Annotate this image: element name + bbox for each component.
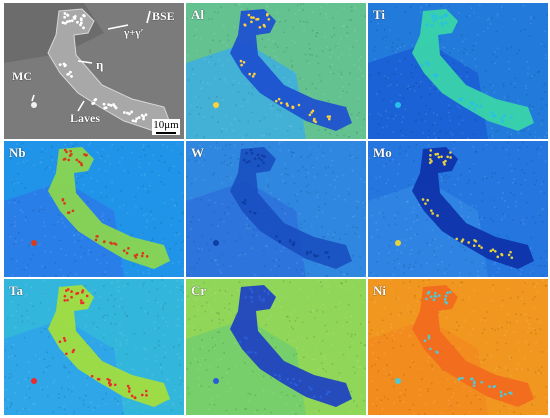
scale-bar: 10μm	[152, 119, 180, 135]
ta-element-label: Ta	[9, 283, 23, 298]
gamma-label: γ+γ′	[124, 27, 144, 39]
ta-map-image	[4, 279, 184, 415]
eta-label: η	[96, 57, 104, 72]
scale-bar-label: 10μm	[153, 119, 179, 131]
ni-map-panel: Ni	[368, 279, 548, 415]
ti-map-image	[368, 3, 548, 139]
scale-bar-line	[156, 132, 176, 134]
cr-map-image	[186, 279, 366, 415]
nb-element-label: Nb	[9, 145, 26, 160]
mo-element-label: Mo	[373, 145, 392, 160]
cr-element-label: Cr	[191, 283, 207, 298]
ti-element-label: Ti	[373, 7, 386, 22]
bse-map-image	[4, 3, 184, 139]
bse-label: BSE	[152, 9, 175, 23]
cr-map-panel: Cr	[186, 279, 366, 415]
w-map-image	[186, 141, 366, 277]
w-element-label: W	[191, 145, 204, 160]
nb-map-panel: Nb	[4, 141, 184, 277]
ti-map-panel: Ti	[368, 3, 548, 139]
al-map-image	[186, 3, 366, 139]
mo-map-panel: Mo	[368, 141, 548, 277]
ni-map-image	[368, 279, 548, 415]
ni-element-label: Ni	[373, 283, 386, 298]
bse-image-panel: BSE γ+γ′ η MC Laves 10μm	[4, 3, 184, 139]
nb-map-image	[4, 141, 184, 277]
mc-label: MC	[12, 69, 32, 83]
ta-map-panel: Ta	[4, 279, 184, 415]
laves-label: Laves	[70, 111, 100, 125]
al-map-panel: Al	[186, 3, 366, 139]
mo-map-image	[368, 141, 548, 277]
al-element-label: Al	[191, 7, 204, 22]
w-map-panel: W	[186, 141, 366, 277]
